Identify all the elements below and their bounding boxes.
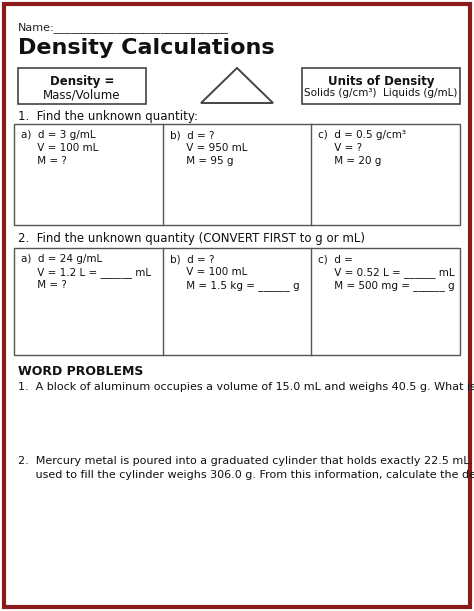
Bar (14, 248, 460, 355)
Text: Solids (g/cm³)  Liquids (g/mL): Solids (g/cm³) Liquids (g/mL) (304, 88, 458, 98)
Text: b)  d = ?: b) d = ? (170, 130, 214, 140)
Bar (18, 68, 146, 104)
Text: a)  d = 24 g/mL: a) d = 24 g/mL (21, 254, 102, 264)
Text: Name:_______________________________: Name:_______________________________ (18, 22, 229, 33)
Text: b)  d = ?: b) d = ? (170, 254, 214, 264)
Text: a)  d = 3 g/mL: a) d = 3 g/mL (21, 130, 96, 140)
Text: M = ?: M = ? (21, 280, 67, 290)
Text: used to fill the cylinder weighs 306.0 g. From this information, calculate the d: used to fill the cylinder weighs 306.0 g… (18, 470, 474, 480)
Text: V = ?: V = ? (319, 143, 363, 153)
Text: Units of Density: Units of Density (328, 75, 434, 88)
Text: M = 20 g: M = 20 g (319, 156, 382, 166)
Text: WORD PROBLEMS: WORD PROBLEMS (18, 365, 143, 378)
Text: M = 1.5 kg = ______ g: M = 1.5 kg = ______ g (170, 280, 299, 291)
Text: Mass/Volume: Mass/Volume (43, 88, 121, 101)
Text: M = ?: M = ? (21, 156, 67, 166)
Text: 2.  Find the unknown quantity (CONVERT FIRST to g or mL): 2. Find the unknown quantity (CONVERT FI… (18, 232, 365, 245)
Bar (302, 68, 460, 104)
Bar (14, 124, 460, 225)
Text: M = 500 mg = ______ g: M = 500 mg = ______ g (319, 280, 455, 291)
Text: Density =: Density = (50, 75, 114, 88)
Text: V = 100 mL: V = 100 mL (21, 143, 99, 153)
Text: Density Calculations: Density Calculations (18, 38, 274, 58)
Text: 2.  Mercury metal is poured into a graduated cylinder that holds exactly 22.5 mL: 2. Mercury metal is poured into a gradua… (18, 456, 474, 466)
Text: V = 0.52 L = ______ mL: V = 0.52 L = ______ mL (319, 267, 455, 278)
Text: 1.  A block of aluminum occupies a volume of 15.0 mL and weighs 40.5 g. What is : 1. A block of aluminum occupies a volume… (18, 382, 474, 392)
Text: c)  d = 0.5 g/cm³: c) d = 0.5 g/cm³ (319, 130, 406, 140)
Text: V = 950 mL: V = 950 mL (170, 143, 247, 153)
Text: c)  d =: c) d = (319, 254, 353, 264)
Text: M = 95 g: M = 95 g (170, 156, 233, 166)
Text: V = 1.2 L = ______ mL: V = 1.2 L = ______ mL (21, 267, 151, 278)
Text: 1.  Find the unknown quantity:: 1. Find the unknown quantity: (18, 110, 198, 123)
Text: V = 100 mL: V = 100 mL (170, 267, 247, 277)
